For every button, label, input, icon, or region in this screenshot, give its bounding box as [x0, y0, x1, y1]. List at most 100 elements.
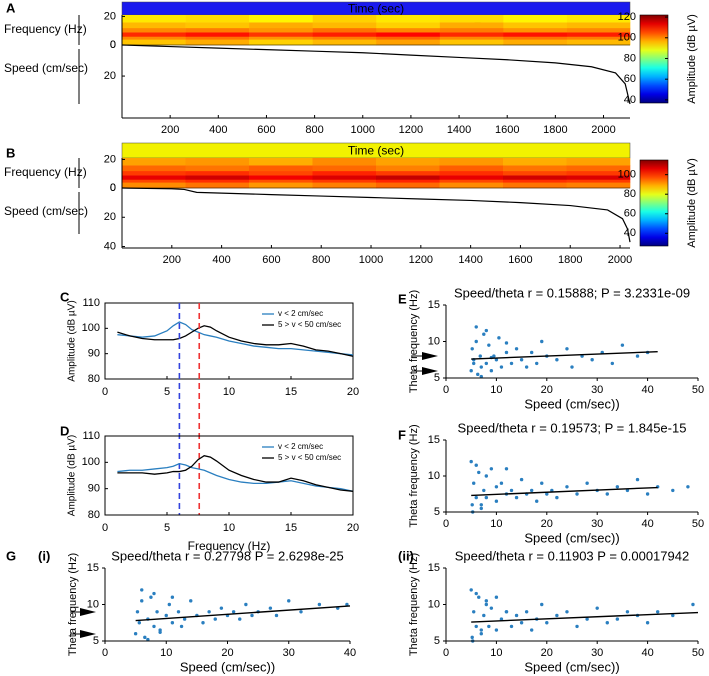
scatter-point	[540, 602, 544, 607]
scatter-point	[164, 613, 168, 618]
scatter-point	[152, 624, 156, 629]
scatter-point	[182, 617, 187, 621]
scatter-point	[494, 499, 499, 503]
x-tick-label: 0	[102, 386, 108, 398]
spectrogram-cell	[312, 182, 377, 189]
spectrogram-cell	[503, 36, 568, 40]
x-tick-label: 40	[344, 647, 356, 659]
scatter-point	[655, 610, 660, 614]
spectrogram-cell	[566, 27, 631, 33]
scatter-point	[535, 499, 539, 503]
scatter-point	[565, 610, 569, 614]
spectrogram-cell	[566, 179, 631, 183]
y-tick-label: 110	[82, 430, 100, 442]
panel-letter: C	[60, 289, 70, 304]
scatter-point	[494, 628, 499, 632]
scatter-point	[499, 365, 504, 369]
scatter-point	[487, 343, 491, 347]
x-axis-label: Speed (cm/sec))	[524, 396, 619, 411]
spectrogram-cell	[249, 32, 313, 37]
spectrogram-cell	[122, 182, 186, 189]
spectrogram-cell	[312, 15, 377, 23]
legend-label: 5 > v < 50 cm/sec	[278, 320, 341, 329]
x-tick-label: 600	[262, 254, 280, 266]
x-tick-label: 20	[221, 647, 233, 659]
x-tick-label: 15	[285, 386, 297, 398]
scatter-point	[497, 336, 501, 340]
x-tick-label: 1800	[558, 254, 582, 266]
spectrogram-cell	[185, 182, 250, 189]
spectrogram-cell	[439, 158, 504, 166]
y-tick-label: 15	[87, 562, 99, 574]
spectrogram-cell	[503, 182, 567, 189]
scatter-point	[487, 624, 491, 629]
legend-label: 5 > v < 50 cm/sec	[278, 453, 341, 462]
scatter-point	[691, 602, 695, 607]
spectrogram-cell	[566, 15, 631, 23]
scatter-point	[540, 481, 544, 485]
scatter-point	[469, 588, 473, 592]
y-tick-label: 90	[88, 483, 100, 495]
y-tick-label: 100	[82, 322, 100, 334]
spectrogram-cell	[185, 15, 250, 23]
x-tick-label: 800	[305, 124, 323, 136]
spectrogram-cell	[249, 27, 313, 33]
scatter-point	[470, 347, 474, 351]
spectrogram-cell	[566, 39, 631, 46]
x-tick-label: 2000	[591, 124, 615, 136]
scatter-point	[585, 617, 589, 621]
x-tick-label: 40	[641, 647, 653, 659]
scatter-point	[595, 606, 599, 610]
spectrogram-cell	[376, 22, 441, 29]
scatter-point	[590, 358, 594, 362]
scatter-point	[317, 602, 322, 607]
spectrogram-cell	[503, 39, 568, 46]
spectrogram-cell	[185, 158, 250, 166]
speed-tick-label: 0	[110, 182, 116, 194]
speed-tick-label: 0	[110, 39, 116, 51]
chart-title: Speed/theta r = 0.15888; P = 3.2331e-09	[454, 285, 690, 300]
spectrogram-cell	[185, 22, 250, 29]
y-axis-label: Theta frequency (Hz)	[408, 424, 420, 527]
freq-tick-label: 0	[110, 182, 116, 194]
colorbar-tick-label: 60	[624, 208, 636, 220]
x-tick-label: 200	[163, 254, 181, 266]
scatter-point	[482, 613, 486, 618]
scatter-point	[140, 588, 144, 592]
scatter-point	[535, 361, 539, 366]
x-tick-label: 800	[312, 254, 330, 266]
x-tick-label: 30	[591, 384, 603, 396]
spectrogram-cell	[122, 170, 186, 176]
scatter-point	[615, 485, 620, 489]
spectrogram-cell	[185, 39, 250, 46]
x-tick-label: 200	[161, 124, 179, 136]
scatter-point	[482, 488, 486, 493]
x-tick-label: 1400	[458, 254, 482, 266]
scatter-point	[575, 624, 579, 629]
scatter-point	[219, 606, 224, 610]
spectrogram-cell	[376, 39, 441, 46]
scatter-point	[179, 624, 184, 629]
colorbar-tick-label: 120	[618, 11, 636, 23]
y-tick-label: 5	[434, 372, 440, 384]
time-header-label: Time (sec)	[348, 144, 404, 158]
scatter-point	[550, 488, 554, 493]
fit-line	[471, 486, 658, 497]
colorbar-label: Amplitude (dB µV)	[686, 14, 698, 103]
x-axis-label: Speed (cm/sec))	[180, 659, 275, 674]
speed-label: Speed (cm/sec)	[4, 204, 88, 218]
spectrogram-cell	[503, 22, 568, 29]
scatter-point	[170, 595, 175, 599]
spectrogram-cell	[376, 158, 440, 166]
scatter-point	[213, 617, 217, 621]
scatter-point	[529, 350, 534, 355]
scatter-point	[519, 477, 524, 482]
spectrogram-cell	[185, 32, 250, 37]
spectrogram-cell	[312, 179, 377, 183]
y-tick-label: 10	[428, 470, 440, 482]
scatter-point	[514, 613, 519, 618]
spectrogram-cell	[122, 39, 186, 46]
spectrogram-cell	[566, 170, 631, 176]
scatter-point	[474, 624, 478, 629]
frequency-label: Frequency (Hz)	[4, 165, 87, 179]
